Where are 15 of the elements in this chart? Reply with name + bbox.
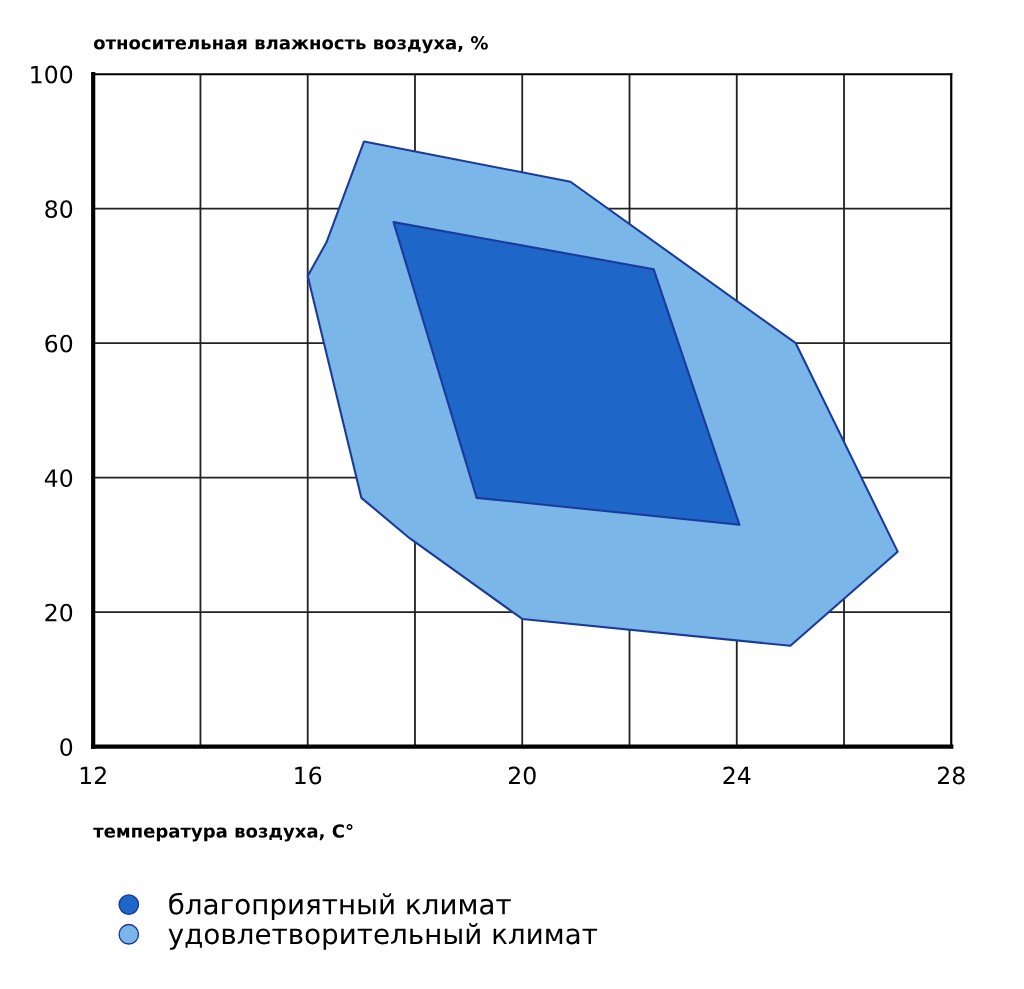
x-tick-label: 24 xyxy=(723,766,751,785)
y-tick-label: 60 xyxy=(45,334,73,353)
x-tick-label: 28 xyxy=(938,766,965,785)
y-axis-title: относительная влажность воздуха, % xyxy=(93,35,488,54)
x-tick-label: 12 xyxy=(80,766,106,785)
x-tick-label: 16 xyxy=(295,766,322,785)
y-tick-label: 80 xyxy=(45,200,73,218)
y-tick-label: 20 xyxy=(45,603,73,622)
x-tick-label: 20 xyxy=(508,766,536,785)
y-tick-label: 40 xyxy=(44,469,73,487)
legend-label: удовлетворительный климат xyxy=(168,923,598,950)
y-tick-label: 100 xyxy=(31,65,73,84)
y-tick-label: 0 xyxy=(60,738,73,756)
x-axis-title: температура воздуха, C° xyxy=(93,824,353,842)
legend-label: благоприятный климат xyxy=(169,892,511,921)
